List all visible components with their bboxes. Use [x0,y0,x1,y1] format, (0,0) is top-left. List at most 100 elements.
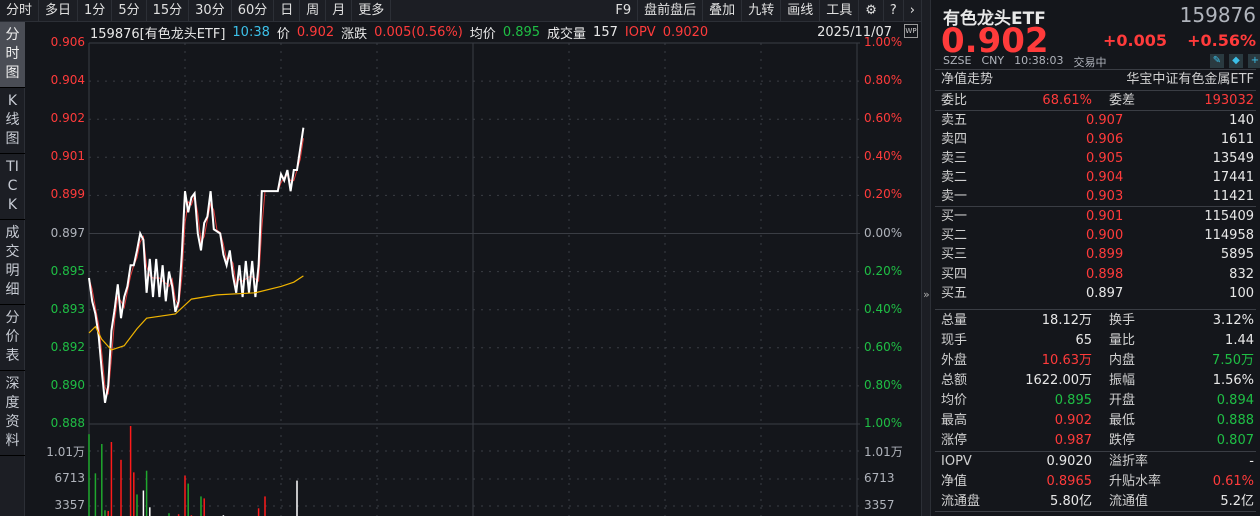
iopv-value: 0.9020 [662,24,709,40]
add-icon[interactable]: + [1248,54,1260,68]
price-tick: 0.888 [50,416,85,430]
stat-value: 0.807 [1216,433,1254,448]
stat-value: 65 [1075,333,1092,348]
avg-value: 0.895 [502,24,541,40]
nav-trend-row[interactable]: 净值走势 华宝中证有色金属ETF [941,70,1254,90]
level-label: 卖四 [941,132,968,147]
tool-button[interactable]: 画线 [781,0,821,22]
percent-tick: 0.60% [864,339,903,354]
level-price: 0.907 [1086,113,1124,128]
price-label: 价 [276,26,290,42]
side-tab-label: TICK [6,159,19,213]
level-price: 0.900 [1086,228,1124,244]
stat-value: 0.902 [1054,413,1092,428]
volume-tick-right: 3357 [864,498,895,512]
average-price-line [88,275,304,351]
currency: CNY [981,54,1005,67]
gear-icon[interactable]: ⚙ [859,0,884,22]
stat-value: - [1249,454,1254,469]
order-book-row: 买二 0.900 114958 [941,226,1254,246]
stat-label: 开盘 [1109,393,1136,408]
level-price: 0.901 [1086,209,1124,224]
price-tick: 0.890 [50,377,85,392]
side-tab[interactable]: TICK [0,154,25,220]
stat-row: 均价 0.895 开盘 0.894 [941,391,1254,411]
tick-overlay-line [88,138,304,395]
chart-info-line: 159876[有色龙头ETF] 10:38 价 0.902 涨跌 0.005(0… [90,22,900,42]
side-tab[interactable]: 成交明细 [0,220,25,305]
period-tab[interactable]: 周 [300,0,327,22]
period-tab[interactable]: 多日 [39,0,79,22]
stat-row: 外盘 10.63万 内盘 7.50万 [941,351,1254,371]
price-tick: 0.892 [50,339,85,354]
period-tab[interactable]: 月 [326,0,353,22]
percent-tick: 0.20% [864,263,903,278]
stat-value: 18.12万 [1041,313,1092,328]
fund-full-name: 华宝中证有色金属ETF [1126,72,1254,87]
stat-label: 溢折率 [1109,454,1149,469]
period-tab[interactable]: 1分 [78,0,113,22]
period-tab[interactable]: 15分 [147,0,190,22]
price-tick: 0.902 [50,111,85,126]
market-status-line: SZSE CNY 10:38:03 交易中 [943,54,1107,70]
wb-value: 68.61% [1042,93,1092,108]
security-code: 159876 [1179,3,1256,27]
change-value: 0.005(0.56%) [374,24,463,40]
stat-value: 5.80亿 [1050,494,1092,509]
tool-button[interactable]: F9 [609,0,639,22]
period-tab[interactable]: 5分 [112,0,147,22]
order-book-row: 买三 0.899 5895 [941,245,1254,265]
side-tab-label: K线图 [5,93,20,147]
level-price: 0.899 [1086,247,1124,263]
period-tab[interactable]: 30分 [189,0,232,22]
tool-button[interactable]: 盘前盘后 [638,0,704,22]
side-tab-label: 深度资料 [5,376,20,449]
tool-button[interactable]: 工具 [820,0,860,22]
order-book-row: 买五 0.897 100 [941,284,1254,304]
price-value: 0.902 [296,24,335,40]
edit-icon[interactable]: ✎ [1210,54,1224,68]
last-price: 0.902 [941,21,1049,61]
side-tab[interactable]: 分价表 [0,305,25,371]
stat-label: 量比 [1109,333,1136,348]
iopv-label: IOPV [624,24,656,40]
percent-tick: 1.00% [864,416,903,430]
level-volume: 13549 [1212,151,1254,166]
bell-icon[interactable]: ◆ [1229,54,1243,68]
level-volume: 100 [1229,285,1254,301]
side-tab-label: 成交明细 [5,225,20,298]
stat-row: 总额 1622.00万 振幅 1.56% [941,371,1254,391]
order-book-row: 买一 0.901 115409 [941,207,1254,227]
volume-tick: 1.01万 [46,445,85,459]
level-volume: 114958 [1204,228,1254,244]
nav-trend-link[interactable]: 净值走势 [941,72,994,87]
stat-label: 换手 [1109,313,1136,328]
collapse-arrow-icon: » [923,288,930,301]
volume-tick-right: 6713 [864,471,895,485]
price-tick: 0.906 [50,35,85,49]
volume-label: 成交量 [547,26,587,42]
side-tab[interactable]: K线图 [0,88,25,154]
wp-icon[interactable]: WP [904,24,918,38]
tool-button[interactable]: 叠加 [703,0,743,22]
stat-label: 总额 [941,373,968,388]
security-name: 有色龙头ETF [943,9,1046,29]
level-price: 0.898 [1086,266,1124,282]
side-tab[interactable]: 深度资料 [0,371,25,456]
period-tab[interactable]: 分时 [0,0,40,22]
help-icon[interactable]: ? [884,0,904,22]
period-tab[interactable]: 更多 [352,0,392,22]
order-book-row: 卖三 0.905 13549 [941,149,1254,169]
intraday-chart[interactable] [0,0,921,516]
volume-value: 157 [593,24,618,40]
period-tab[interactable]: 60分 [232,0,275,22]
volume-tick: 3357 [54,498,85,512]
side-tab[interactable]: 分时图 [0,22,25,88]
stat-label: 跌停 [1109,433,1136,448]
price-tick: 0.897 [50,225,85,240]
stat-value: 1622.00万 [1025,373,1092,388]
percent-tick: 0.00% [864,225,903,240]
tool-button[interactable]: 九转 [742,0,782,22]
panel-collapse-handle[interactable]: » [921,0,931,516]
period-tab[interactable]: 日 [274,0,301,22]
